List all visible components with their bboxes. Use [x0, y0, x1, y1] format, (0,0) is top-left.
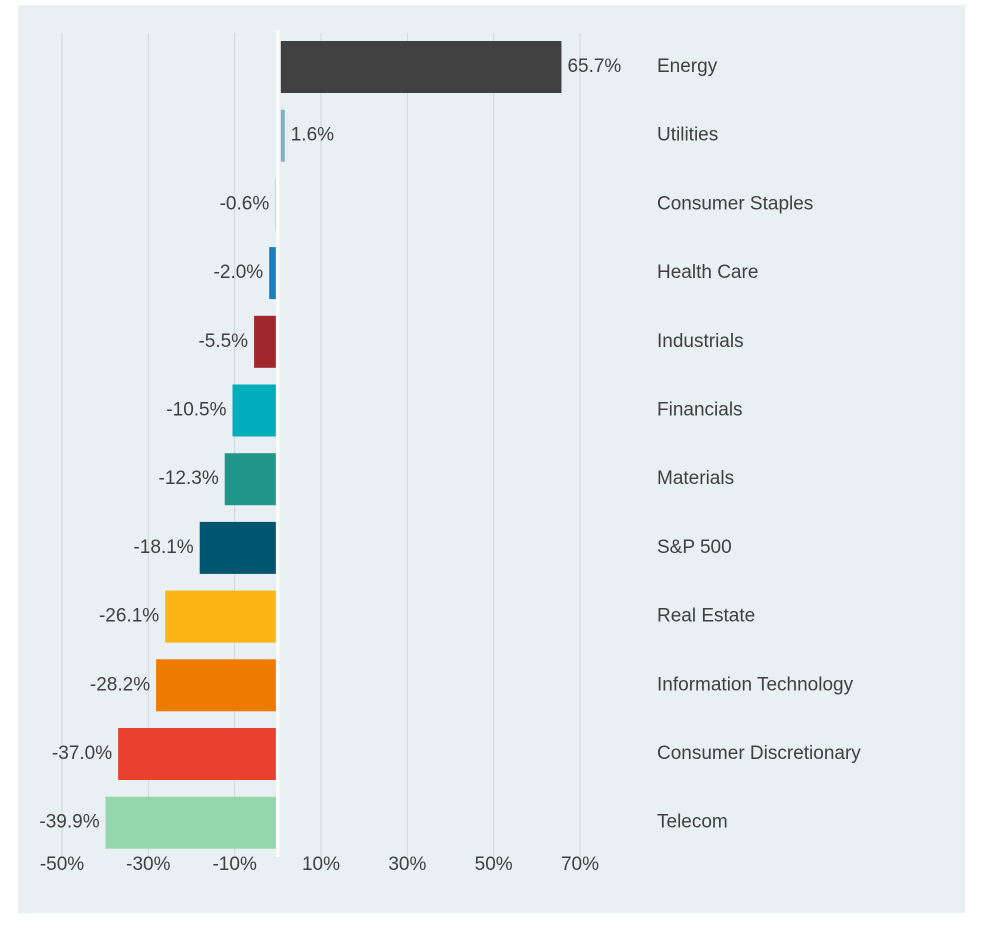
bar: [165, 590, 276, 643]
category-label: Energy: [657, 56, 718, 77]
category-label: Consumer Staples: [657, 193, 813, 214]
category-label: Industrials: [657, 331, 744, 352]
category-label: S&P 500: [657, 537, 732, 558]
value-label: -39.9%: [39, 812, 99, 833]
bar: [280, 41, 562, 93]
value-label: 1.6%: [291, 125, 334, 146]
bar: [254, 315, 276, 368]
x-tick-label: -50%: [40, 854, 84, 875]
x-tick-label: -10%: [212, 854, 256, 875]
x-tick-label: -30%: [126, 854, 170, 875]
value-label: -10.5%: [166, 400, 226, 421]
bar: [275, 178, 276, 231]
value-label: -0.6%: [220, 193, 270, 214]
value-label: 65.7%: [567, 56, 621, 77]
bar: [269, 247, 276, 300]
bar: [232, 384, 276, 437]
bar: [156, 659, 276, 712]
value-label: -2.0%: [214, 262, 264, 283]
category-label: Utilities: [657, 125, 718, 146]
category-label: Financials: [657, 400, 743, 421]
category-label: Health Care: [657, 262, 758, 283]
value-label: -12.3%: [159, 468, 219, 489]
category-label: Materials: [657, 468, 734, 489]
category-label: Real Estate: [657, 606, 755, 627]
value-label: -28.2%: [90, 674, 150, 695]
value-label: -18.1%: [133, 537, 193, 558]
bar: [224, 453, 276, 506]
category-label: Information Technology: [657, 674, 854, 695]
x-tick-label: 30%: [388, 854, 426, 875]
x-tick-label: 10%: [302, 854, 340, 875]
bar: [105, 796, 276, 849]
bar: [118, 728, 276, 780]
value-label: -5.5%: [198, 331, 248, 352]
category-label: Telecom: [657, 812, 728, 833]
value-label: -37.0%: [52, 743, 112, 764]
x-tick-label: 50%: [475, 854, 513, 875]
value-label: -26.1%: [99, 606, 159, 627]
x-tick-label: 70%: [561, 854, 599, 875]
bar: [280, 109, 285, 162]
category-label: Consumer Discretionary: [657, 743, 861, 764]
bar: [199, 521, 276, 574]
